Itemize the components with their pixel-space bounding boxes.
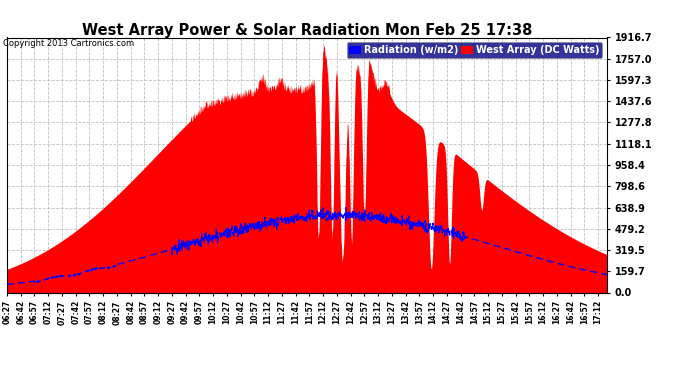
Legend: Radiation (w/m2), West Array (DC Watts): Radiation (w/m2), West Array (DC Watts) bbox=[346, 42, 602, 58]
Text: Copyright 2013 Cartronics.com: Copyright 2013 Cartronics.com bbox=[3, 39, 135, 48]
Title: West Array Power & Solar Radiation Mon Feb 25 17:38: West Array Power & Solar Radiation Mon F… bbox=[82, 22, 532, 38]
